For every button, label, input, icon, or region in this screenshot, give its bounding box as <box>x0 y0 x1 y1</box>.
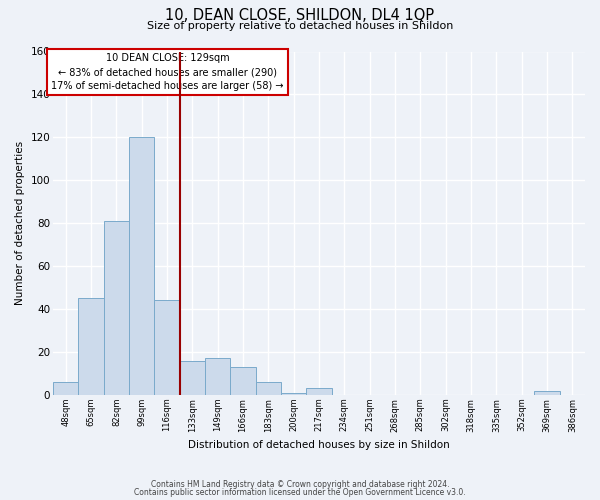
Bar <box>180 360 205 395</box>
Bar <box>307 388 332 395</box>
X-axis label: Distribution of detached houses by size in Shildon: Distribution of detached houses by size … <box>188 440 450 450</box>
Bar <box>154 300 180 395</box>
Text: Contains public sector information licensed under the Open Government Licence v3: Contains public sector information licen… <box>134 488 466 497</box>
Text: 10, DEAN CLOSE, SHILDON, DL4 1QP: 10, DEAN CLOSE, SHILDON, DL4 1QP <box>166 8 434 22</box>
Y-axis label: Number of detached properties: Number of detached properties <box>15 141 25 306</box>
Bar <box>205 358 230 395</box>
Text: Size of property relative to detached houses in Shildon: Size of property relative to detached ho… <box>147 21 453 31</box>
Bar <box>79 298 104 395</box>
Bar <box>256 382 281 395</box>
Bar <box>129 138 154 395</box>
Text: 10 DEAN CLOSE: 129sqm
← 83% of detached houses are smaller (290)
17% of semi-det: 10 DEAN CLOSE: 129sqm ← 83% of detached … <box>51 53 284 91</box>
Bar <box>535 390 560 395</box>
Bar <box>53 382 79 395</box>
Text: Contains HM Land Registry data © Crown copyright and database right 2024.: Contains HM Land Registry data © Crown c… <box>151 480 449 489</box>
Bar <box>104 221 129 395</box>
Bar <box>281 392 307 395</box>
Bar <box>230 367 256 395</box>
